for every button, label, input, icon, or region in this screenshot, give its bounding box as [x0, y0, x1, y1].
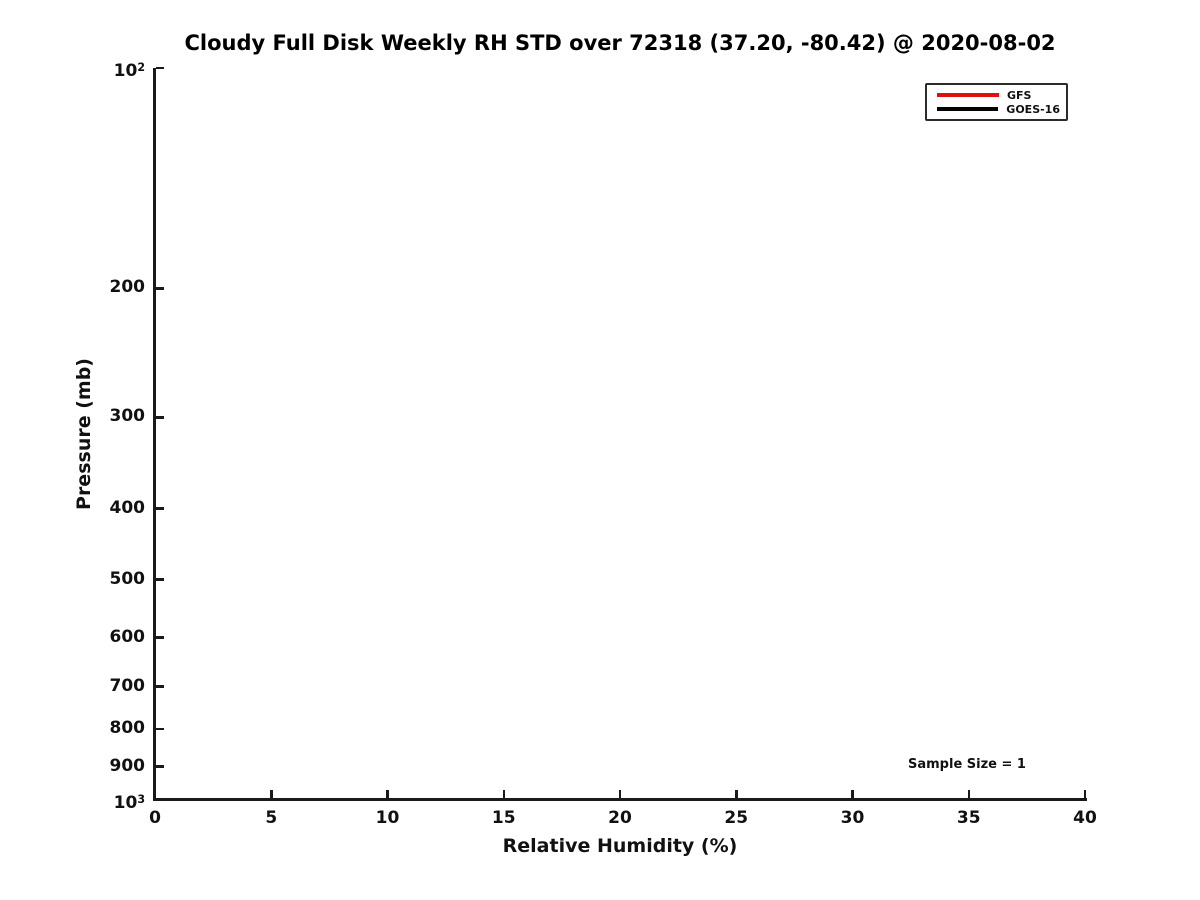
- y-tick-label: 700: [109, 675, 146, 696]
- x-tick-label: 0: [149, 808, 161, 828]
- y-tick: [156, 66, 164, 70]
- y-tick: [156, 507, 164, 510]
- y-tick-label: 400: [109, 497, 146, 518]
- legend-item-gfs: GFS: [937, 89, 1060, 102]
- gfs-line-swatch: [937, 93, 999, 97]
- x-tick-label: 5: [265, 808, 278, 828]
- x-axis-label: Relative Humidity (%): [502, 835, 738, 857]
- sample-size-annotation: Sample Size = 1: [908, 757, 1026, 772]
- y-tick-label: 102: [113, 60, 145, 81]
- x-tick: [735, 790, 738, 798]
- x-tick: [618, 790, 622, 798]
- y-tick-label: 800: [109, 718, 146, 739]
- y-tick: [156, 636, 164, 639]
- y-tick-label: 300: [109, 406, 146, 427]
- y-tick: [156, 578, 164, 581]
- y-axis-spine: [153, 68, 156, 801]
- legend-item-goes16: GOES-16: [937, 103, 1060, 116]
- x-tick: [967, 790, 970, 798]
- y-tick-label: 103: [113, 792, 145, 813]
- goes16-line-swatch: [937, 107, 999, 111]
- y-axis-label: Pressure (mb): [73, 358, 95, 510]
- x-tick-label: 30: [840, 808, 865, 828]
- x-tick-label: 15: [491, 808, 516, 828]
- x-tick: [153, 790, 157, 798]
- y-tick: [156, 798, 164, 802]
- x-tick-label: 10: [375, 808, 400, 828]
- x-axis-spine: [153, 798, 1087, 801]
- y-tick-label: 200: [109, 277, 146, 298]
- legend-label-gfs: GFS: [1007, 88, 1032, 102]
- x-tick: [1083, 790, 1087, 798]
- x-tick-label: 40: [1073, 808, 1097, 828]
- x-tick-label: 25: [724, 808, 749, 828]
- x-tick: [386, 790, 389, 798]
- x-tick: [851, 790, 854, 798]
- y-tick-label: 500: [109, 568, 146, 589]
- y-tick: [156, 287, 164, 290]
- x-tick: [502, 790, 505, 798]
- legend-label-goes16: GOES-16: [1006, 102, 1060, 116]
- x-tick: [270, 790, 273, 798]
- y-tick: [156, 765, 164, 768]
- x-tick-label: 35: [956, 808, 981, 828]
- y-tick: [156, 685, 164, 688]
- legend: GFS GOES-16: [925, 83, 1068, 121]
- x-tick-label: 20: [608, 808, 632, 828]
- chart-title: Cloudy Full Disk Weekly RH STD over 7231…: [184, 31, 1056, 55]
- y-tick: [156, 416, 164, 419]
- y-tick-label: 600: [109, 626, 146, 647]
- y-tick: [156, 727, 164, 731]
- y-tick-label: 900: [109, 755, 146, 776]
